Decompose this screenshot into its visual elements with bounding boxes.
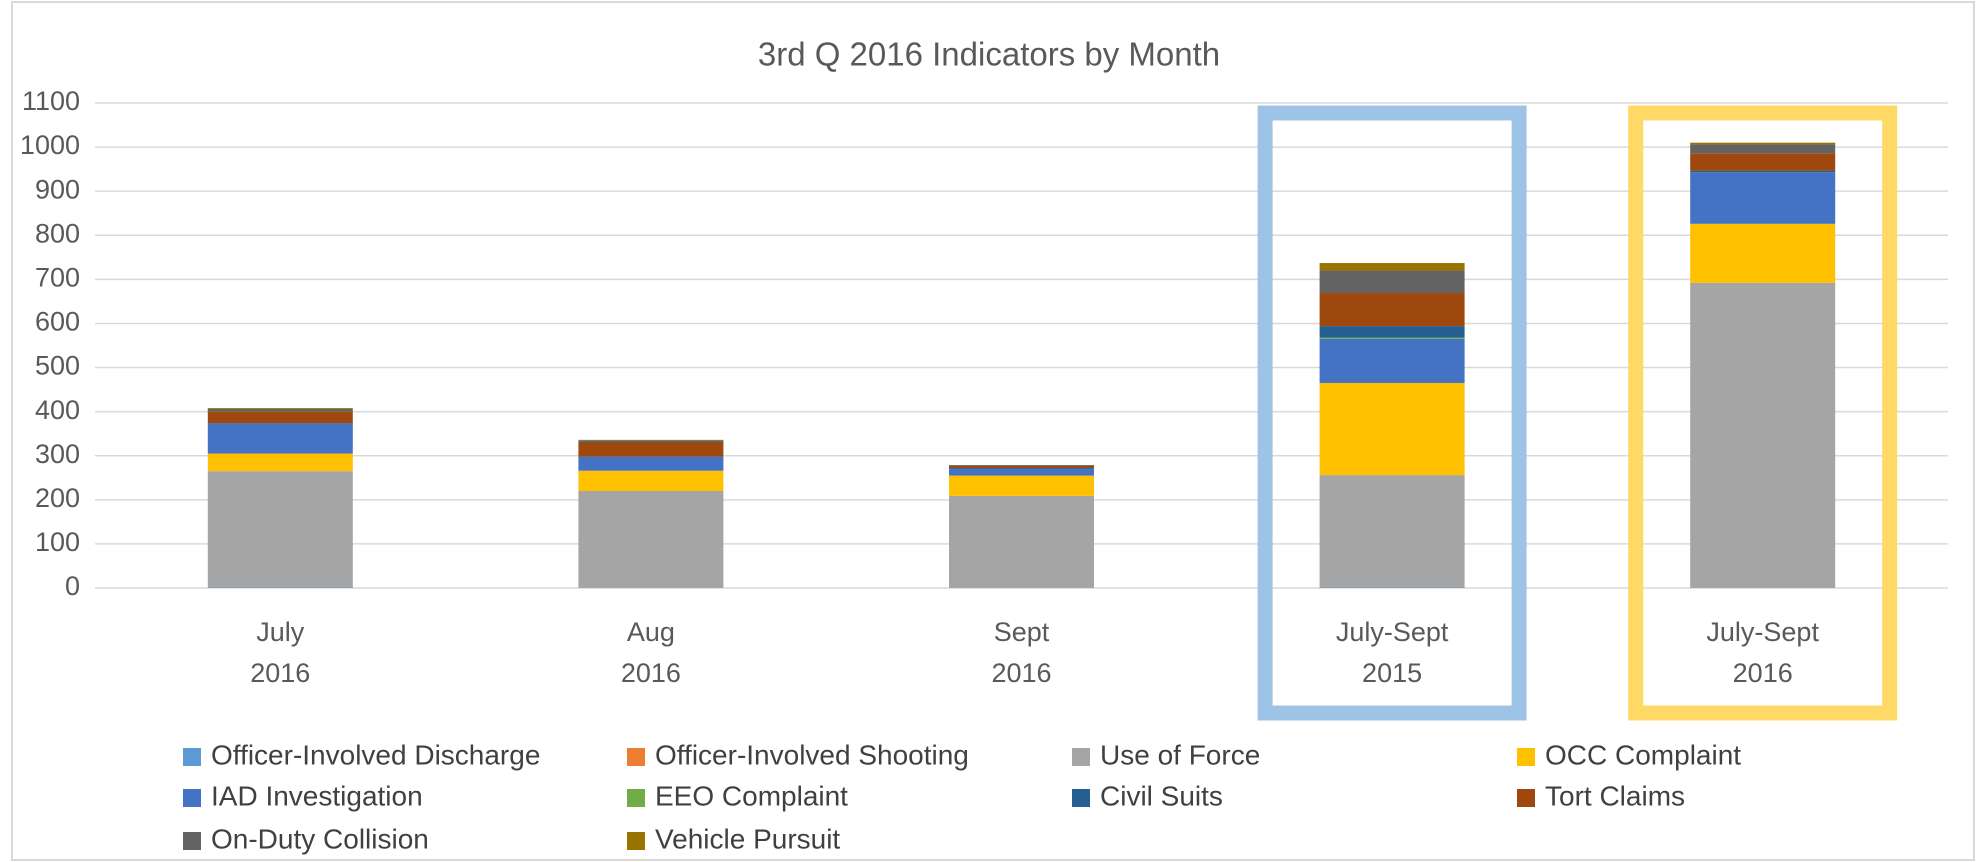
bar-segment (949, 468, 1094, 476)
y-tick-label: 800 (35, 218, 80, 248)
legend-text: Officer-Involved Discharge (211, 739, 540, 770)
y-tick-label: 0 (65, 571, 80, 601)
legend-text: On-Duty Collision (211, 823, 429, 854)
legend-swatch (1072, 789, 1090, 807)
x-tick-label: July (256, 617, 305, 647)
legend-swatch (627, 748, 645, 766)
bar-segment (578, 470, 724, 491)
y-tick-label: 200 (35, 483, 80, 513)
x-tick-label: Aug (627, 617, 675, 647)
legend-swatch (627, 789, 645, 807)
bar-segment (1319, 338, 1465, 383)
bar-segment (1319, 326, 1465, 338)
bar-segment (207, 411, 353, 424)
legend-swatch (1517, 748, 1535, 766)
bar-segment (1690, 282, 1836, 588)
y-tick-label: 100 (35, 527, 80, 557)
bar-segment (207, 453, 353, 472)
bar-segment (1690, 142, 1836, 145)
x-tick-label: 2015 (1362, 658, 1422, 688)
x-tick-label: 2016 (1733, 658, 1793, 688)
bar-segment (207, 471, 353, 588)
legend-swatch (183, 789, 201, 807)
bar-segment (578, 442, 724, 457)
y-tick-label: 300 (35, 439, 80, 469)
x-tick-label: Sept (994, 617, 1050, 647)
legend-text: IAD Investigation (211, 780, 423, 811)
bar-segment (578, 491, 724, 588)
legend-text: EEO Complaint (655, 780, 848, 811)
highlight-box (1628, 105, 1898, 721)
y-tick-label: 900 (35, 174, 80, 204)
bar-segment (1690, 170, 1836, 173)
bar-segment (949, 468, 1094, 469)
bar-segment (949, 464, 1094, 466)
bar-segment (1690, 144, 1836, 154)
x-tick-label: 2016 (991, 658, 1051, 688)
bar-segment (578, 440, 724, 443)
bar-segment (1690, 153, 1836, 171)
bar-segment (207, 408, 353, 409)
y-tick-label: 1100 (22, 86, 80, 116)
legend-text: Officer-Involved Shooting (655, 739, 969, 770)
y-tick-label: 700 (35, 262, 80, 292)
x-tick-label: July-Sept (1336, 617, 1449, 647)
bar-segment (1690, 172, 1836, 224)
bar-segment (1319, 263, 1465, 271)
bar-segment (1319, 337, 1465, 339)
bar-segment (1319, 270, 1465, 294)
bar-segment (1319, 293, 1465, 327)
x-tick-label: 2016 (621, 658, 681, 688)
bar-segment (949, 475, 1094, 496)
legend-text: Use of Force (1100, 739, 1260, 770)
highlight-box (1257, 105, 1527, 721)
bar-segment (949, 465, 1094, 469)
bar-segment (207, 408, 353, 412)
y-tick-label: 600 (35, 307, 80, 337)
bar-segment (949, 495, 1094, 588)
legend-swatch (627, 832, 645, 850)
legend-text: Tort Claims (1545, 780, 1685, 811)
legend-text: Vehicle Pursuit (655, 823, 840, 854)
x-tick-label: July-Sept (1706, 617, 1819, 647)
y-tick-label: 500 (35, 351, 80, 381)
legend-swatch (183, 748, 201, 766)
legend-text: OCC Complaint (1545, 739, 1741, 770)
bar-segment (1319, 475, 1465, 588)
legend-swatch (183, 832, 201, 850)
bar-segment (207, 423, 353, 454)
x-tick-label: 2016 (250, 658, 310, 688)
chart-title: 3rd Q 2016 Indicators by Month (758, 36, 1220, 73)
bar-segment (1319, 382, 1465, 476)
y-tick-label: 400 (35, 395, 80, 425)
legend-text: Civil Suits (1100, 780, 1223, 811)
legend-swatch (1517, 789, 1535, 807)
y-tick-label: 1000 (20, 130, 80, 160)
legend-swatch (1072, 748, 1090, 766)
bar-segment (1690, 223, 1836, 283)
bar-segment (578, 456, 724, 471)
